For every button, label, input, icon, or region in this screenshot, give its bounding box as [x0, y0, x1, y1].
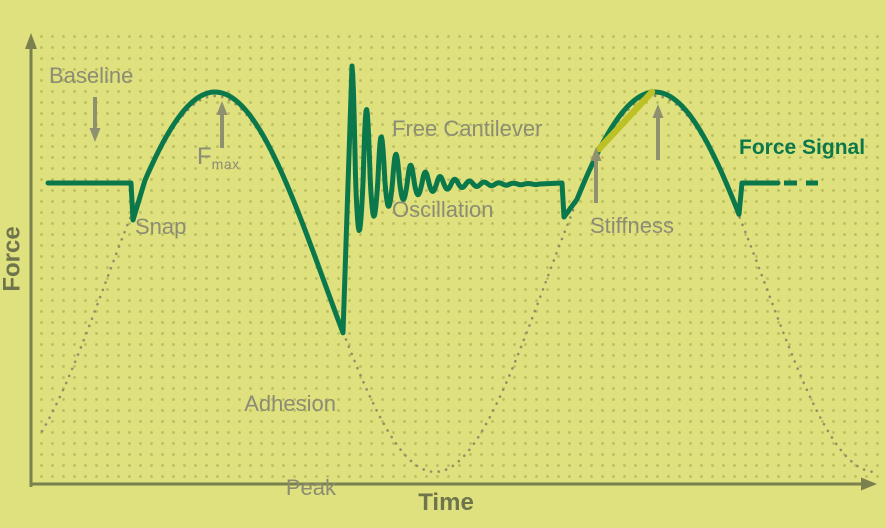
free-oscillation-label-line2: Oscillation: [392, 197, 494, 222]
baseline-label: Baseline: [49, 63, 134, 88]
x-axis-arrowhead-icon: [861, 477, 877, 491]
adhesion-peak-label: Adhesion Peak: [226, 334, 336, 528]
y-axis-arrowhead-icon: [25, 33, 37, 49]
fmax-arrow-icon: [216, 101, 228, 148]
fmax-label-main: F: [197, 143, 212, 170]
stiffness-label: Stiffness: [590, 213, 674, 238]
stiffness-arrow-1-icon: [590, 147, 602, 203]
y-axis-title: Force: [0, 226, 26, 292]
adhesion-peak-label-line1: Adhesion: [244, 391, 336, 416]
baseline-arrow-icon: [89, 97, 101, 142]
stiffness-slope-segment: [595, 88, 656, 153]
free-oscillation-label: Free Cantilever Oscillation: [392, 61, 542, 277]
free-oscillation-label-line1: Free Cantilever: [392, 116, 543, 141]
x-axis-title: Time: [418, 489, 474, 516]
fmax-label: Fmax: [197, 143, 240, 173]
force-signal-label: Force Signal: [739, 136, 866, 159]
force-curve: [45, 63, 781, 336]
z-modulation-dotted-curve: [40, 94, 876, 474]
axes: [25, 33, 877, 491]
adhesion-peak-label-line2: Peak: [285, 475, 336, 500]
stiffness-arrow-2-icon: [652, 104, 664, 160]
snap-label: Snap: [135, 214, 187, 239]
fmax-label-subscript: max: [211, 156, 240, 172]
